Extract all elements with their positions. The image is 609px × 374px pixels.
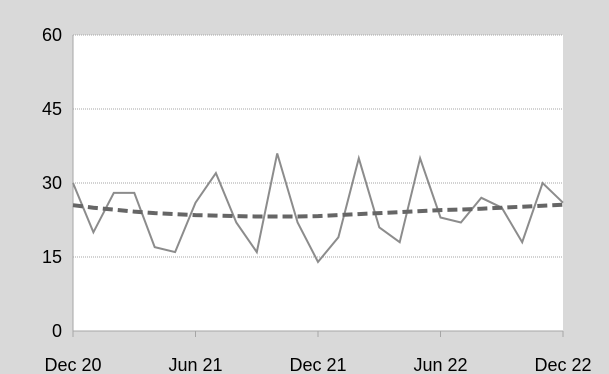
x-tick-label: Jun 22 xyxy=(413,355,467,374)
x-tick-label: Dec 21 xyxy=(289,355,346,374)
gridlines xyxy=(73,34,563,258)
x-tick-label: Dec 20 xyxy=(44,355,101,374)
x-tick-label: Dec 22 xyxy=(534,355,591,374)
y-tick-label: 45 xyxy=(42,99,62,119)
y-tick-label: 30 xyxy=(42,173,62,193)
series xyxy=(72,153,564,264)
y-tick-label: 0 xyxy=(52,321,62,341)
x-tick-label: Jun 21 xyxy=(168,355,222,374)
x-tick-labels: Dec 20 Jun 21 Dec 21 Jun 22 Dec 22 xyxy=(44,355,591,374)
y-tick-label: 15 xyxy=(42,247,62,267)
y-tick-label: 60 xyxy=(42,25,62,45)
x-tick-marks xyxy=(72,331,564,337)
y-tick-labels: 0 15 30 45 60 xyxy=(42,25,62,341)
trendline-series xyxy=(72,202,564,219)
data-series-line xyxy=(72,153,564,264)
